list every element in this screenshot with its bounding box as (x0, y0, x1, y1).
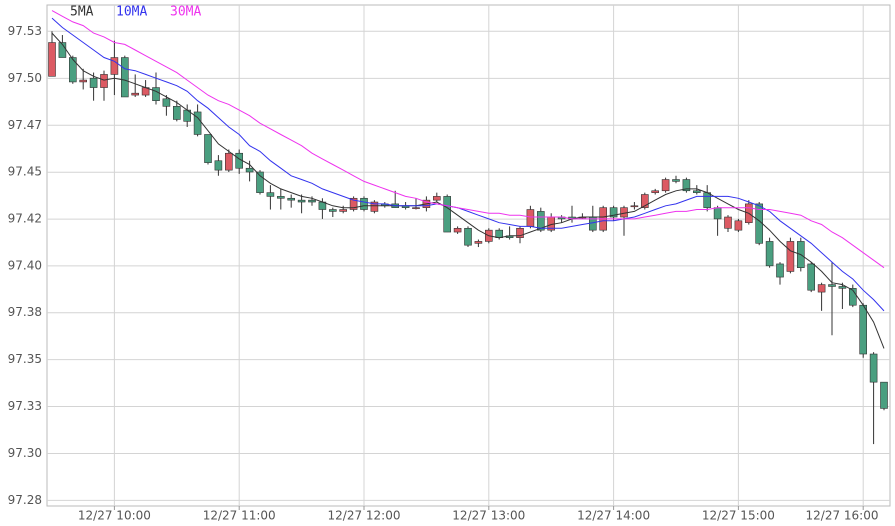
candle-body (308, 199, 316, 203)
candle-body (672, 179, 680, 182)
candle-body (859, 304, 868, 355)
y-tick-label: 97.50 (8, 71, 42, 85)
candle-body (651, 190, 660, 193)
x-tick-label: 12/27 11:00 (203, 509, 276, 523)
candle-body (152, 87, 160, 101)
y-tick-label: 97.38 (8, 305, 42, 319)
candle-body (266, 192, 275, 197)
legend-entry: 30MA (170, 5, 201, 20)
candle-body (692, 190, 701, 193)
x-tick-label: 12/27 16:00 (806, 509, 879, 523)
candle-body (204, 134, 212, 163)
candle-body (817, 284, 826, 293)
candle-body (536, 211, 545, 231)
ma-line (51, 32, 885, 349)
candle-body (713, 207, 722, 220)
candle-body (640, 194, 649, 208)
x-tick-label: 12/27 15:00 (702, 509, 775, 523)
legend-entry: 5MA (70, 5, 94, 20)
candle-body (370, 201, 379, 212)
candle-body (328, 209, 337, 212)
candle-body (838, 286, 847, 289)
candle-body (474, 241, 483, 244)
candle-body (630, 205, 639, 208)
candle-body (89, 77, 98, 88)
y-tick-label: 97.35 (8, 352, 42, 366)
candle-body (256, 171, 264, 193)
candle-body (661, 179, 670, 192)
candle-body (703, 192, 712, 208)
candle-body (121, 57, 129, 98)
y-tick-label: 97.30 (8, 446, 42, 460)
candle-body (297, 199, 306, 203)
candle-body (495, 229, 504, 238)
candle-body (225, 152, 233, 171)
candle-body (828, 284, 836, 287)
candle-body (131, 92, 139, 96)
labels: 97.28 97.30 97.33 97.35 97.38 97.40 97.42 97.45… (8, 5, 879, 523)
candle-body (620, 207, 628, 218)
x-tick-label: 12/27 13:00 (452, 509, 525, 523)
y-tick-label: 97.40 (8, 258, 42, 272)
legend-entry: 10MA (116, 5, 147, 20)
y-tick-label: 97.28 (8, 493, 42, 507)
marks (48, 10, 888, 445)
candle-body (869, 353, 878, 383)
candle-body (526, 209, 535, 227)
x-tick-label: 12/27 10:00 (78, 509, 151, 523)
candle-body (173, 106, 181, 120)
candle-body (464, 227, 472, 246)
candle-body (48, 42, 56, 77)
candle-body (162, 98, 171, 107)
plot-frame (46, 4, 891, 507)
y-tick-label: 97.53 (8, 24, 42, 38)
candle-body (287, 197, 296, 201)
candle-body (682, 179, 691, 192)
candle-body (193, 111, 202, 135)
candle-body (360, 197, 368, 210)
candle-body (807, 263, 816, 291)
candle-body (69, 57, 77, 83)
candle-body (734, 220, 743, 231)
candle-body (79, 79, 87, 83)
y-tick-label: 97.45 (8, 165, 42, 179)
candle-body (880, 381, 888, 409)
x-tick-label: 12/27 12:00 (328, 509, 401, 523)
y-tick-label: 97.47 (8, 118, 42, 132)
candle-body (786, 241, 795, 272)
candle-body (100, 74, 108, 88)
ma-line (51, 17, 885, 312)
candle-body (516, 227, 524, 238)
candle-body (110, 57, 119, 75)
candle-body (776, 263, 784, 278)
candle-body (349, 197, 358, 210)
y-tick-label: 97.42 (8, 212, 42, 226)
x-tick-label: 12/27 14:00 (577, 509, 650, 523)
candle-body (245, 167, 254, 173)
candle-body (443, 196, 452, 233)
ma-line (51, 10, 885, 269)
candle-body (412, 207, 420, 209)
candle-body (765, 241, 774, 267)
candle-body (276, 196, 285, 199)
candle-body (609, 207, 618, 218)
candle-body (848, 288, 857, 306)
candle-body (214, 160, 223, 171)
candle-body (432, 196, 441, 201)
candle-body (339, 209, 348, 212)
candle-body (453, 227, 462, 233)
y-tick-label: 97.33 (8, 399, 42, 413)
candle-body (724, 216, 732, 229)
